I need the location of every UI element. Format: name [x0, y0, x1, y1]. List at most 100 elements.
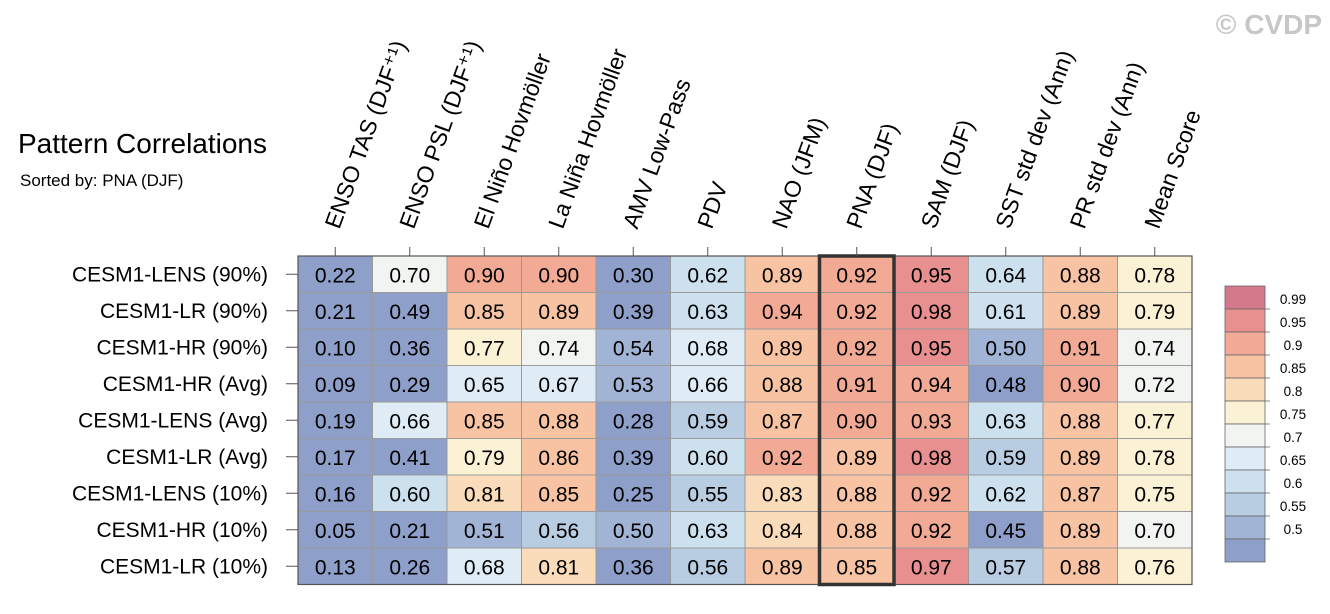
heatmap-cell: [1117, 292, 1192, 329]
heatmap-cell: [968, 402, 1043, 439]
cell-value: 0.63: [687, 520, 728, 543]
row-label: CESM1-LR (90%): [100, 300, 268, 323]
heatmap-cell: [1117, 365, 1192, 402]
colorbar-label: 0.75: [1280, 407, 1306, 422]
heatmap-cell: [1043, 438, 1118, 475]
cell-value: 0.49: [389, 301, 430, 324]
cell-value: 0.36: [613, 556, 654, 579]
cell-value: 0.59: [985, 447, 1026, 470]
heatmap-cell: [447, 256, 522, 293]
colorbar-label: 0.65: [1280, 453, 1306, 468]
cell-value: 0.77: [464, 337, 505, 360]
heatmap-cell: [968, 438, 1043, 475]
heatmap-cell: [298, 438, 373, 475]
heatmap-cell: [819, 402, 894, 439]
cell-value: 0.89: [1060, 447, 1101, 470]
cell-value: 0.90: [538, 264, 579, 287]
cell-value: 0.41: [389, 447, 430, 470]
heatmap-cell: [670, 438, 745, 475]
cell-value: 0.94: [911, 374, 952, 397]
heatmap-cell: [968, 292, 1043, 329]
heatmap-cell: [596, 329, 671, 366]
heatmap-cell: [1117, 548, 1192, 585]
row-label: CESM1-LR (Avg): [106, 446, 268, 469]
cell-value: 0.76: [1134, 556, 1175, 579]
heatmap-cell: [819, 548, 894, 585]
cell-value: 0.78: [1134, 447, 1175, 470]
chart-title: Pattern Correlations: [18, 128, 267, 159]
cell-value: 0.81: [538, 556, 579, 579]
heatmap-cell: [521, 365, 596, 402]
cell-value: 0.89: [1060, 301, 1101, 324]
column-label: PDV: [692, 178, 733, 232]
heatmap-cell: [745, 402, 820, 439]
cell-value: 0.98: [911, 301, 952, 324]
cell-value: 0.93: [911, 410, 952, 433]
heatmap-cell: [447, 365, 522, 402]
column-label: La Niña Hovmöller: [543, 45, 632, 232]
heatmap-cell: [968, 256, 1043, 293]
heatmap-cell: [372, 402, 447, 439]
cell-value: 0.95: [911, 264, 952, 287]
column-label: PNA (DJF): [841, 120, 903, 232]
cell-value: 0.62: [687, 264, 728, 287]
column-label: SST std dev (Ann): [990, 47, 1079, 232]
row-label: CESM1-LENS (10%): [72, 482, 268, 505]
colorbar-label: 0.95: [1280, 315, 1306, 330]
heatmap-cell: [1043, 402, 1118, 439]
cell-value: 0.56: [687, 556, 728, 579]
cell-value: 0.70: [389, 264, 430, 287]
heatmap-cell: [447, 475, 522, 512]
cell-value: 0.88: [1060, 410, 1101, 433]
column-label: ENSO TAS (DJF⁺¹): [320, 37, 412, 232]
heatmap-cell: [1043, 511, 1118, 548]
cell-value: 0.89: [762, 556, 803, 579]
heatmap-cell: [1043, 256, 1118, 293]
heatmap-cell: [447, 438, 522, 475]
heatmap-cell: [596, 402, 671, 439]
cell-value: 0.66: [687, 374, 728, 397]
cell-value: 0.66: [389, 410, 430, 433]
cell-value: 0.85: [464, 410, 505, 433]
cell-value: 0.98: [911, 447, 952, 470]
colorbar-segment: [1224, 446, 1266, 471]
heatmap-cell: [894, 329, 969, 366]
heatmap-cell: [819, 292, 894, 329]
cell-value: 0.84: [762, 520, 803, 543]
cell-value: 0.88: [762, 374, 803, 397]
cell-value: 0.74: [538, 337, 579, 360]
chart-subtitle: Sorted by: PNA (DJF): [20, 171, 183, 190]
cell-value: 0.95: [911, 337, 952, 360]
colorbar-segment: [1224, 377, 1266, 402]
row-label: CESM1-HR (90%): [96, 336, 268, 359]
heatmap-cell: [298, 292, 373, 329]
heatmap-cell: [596, 365, 671, 402]
cell-value: 0.30: [613, 264, 654, 287]
column-label: ENSO PSL (DJF⁺¹): [394, 37, 486, 232]
heatmap-cell: [745, 365, 820, 402]
cell-value: 0.79: [464, 447, 505, 470]
heatmap-cell: [521, 548, 596, 585]
cell-value: 0.79: [1134, 301, 1175, 324]
heatmap-cell: [596, 292, 671, 329]
heatmap-cell: [372, 365, 447, 402]
colorbar-segment: [1224, 285, 1266, 310]
heatmap-cell: [968, 511, 1043, 548]
heatmap-cell: [372, 438, 447, 475]
heatmap-cell: [1117, 256, 1192, 293]
cell-value: 0.90: [464, 264, 505, 287]
heatmap-cell: [521, 292, 596, 329]
heatmap-cell: [521, 475, 596, 512]
heatmap-cell: [670, 329, 745, 366]
column-label: NAO (JFM): [767, 114, 831, 232]
colorbar-segment: [1224, 400, 1266, 425]
heatmap-cell: [521, 329, 596, 366]
heatmap-cell: [298, 475, 373, 512]
heatmap-cell: [521, 438, 596, 475]
heatmap-cell: [372, 329, 447, 366]
row-label: CESM1-LENS (Avg): [78, 409, 268, 432]
heatmap-cell: [447, 402, 522, 439]
cell-value: 0.55: [687, 483, 728, 506]
cell-value: 0.57: [985, 556, 1026, 579]
